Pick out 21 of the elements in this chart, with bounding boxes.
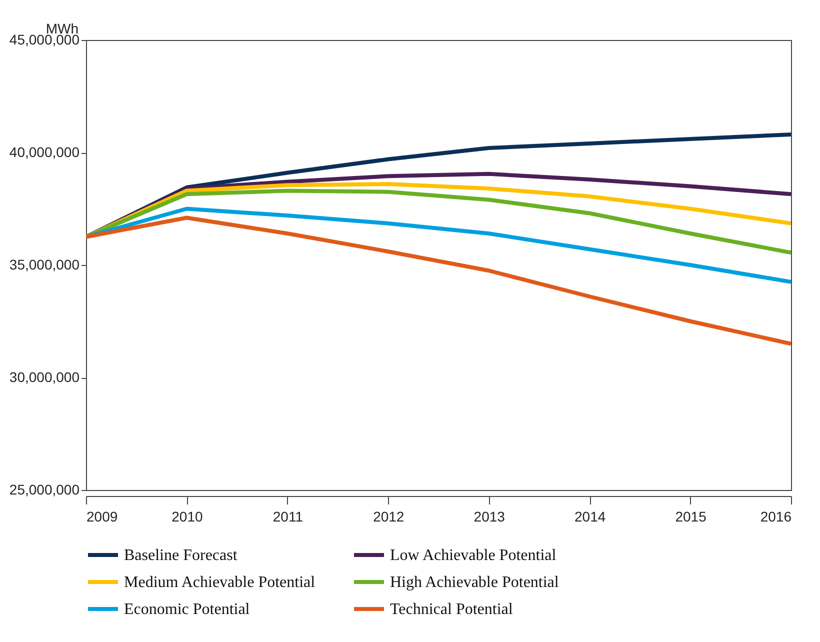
- x-tick-label: 2010: [172, 508, 203, 524]
- legend-label: Low Achievable Potential: [390, 547, 557, 564]
- legend-label: Technical Potential: [390, 601, 514, 618]
- x-tick-label: 2012: [373, 508, 404, 524]
- y-tick-label: 35,000,000: [9, 256, 80, 272]
- x-tick-label: 2016: [760, 508, 792, 524]
- x-tick-label: 2013: [474, 508, 506, 524]
- x-tick-label: 2011: [272, 508, 304, 524]
- legend-label: Baseline Forecast: [124, 547, 238, 564]
- x-tick-label: 2009: [86, 508, 118, 524]
- line-series: [86, 206, 791, 284]
- line-series: [86, 216, 791, 346]
- y-tick-label: 40,000,000: [9, 144, 80, 160]
- legend-label: High Achievable Potential: [390, 574, 560, 591]
- line-series: [86, 188, 791, 255]
- y-tick-label: 30,000,000: [9, 369, 80, 385]
- x-tick-label: 2014: [574, 508, 606, 524]
- y-tick-label: 25,000,000: [9, 482, 80, 498]
- legend-label: Economic Potential: [124, 601, 250, 618]
- x-tick-label: 2015: [675, 508, 707, 524]
- legend-label: Medium Achievable Potential: [124, 574, 316, 591]
